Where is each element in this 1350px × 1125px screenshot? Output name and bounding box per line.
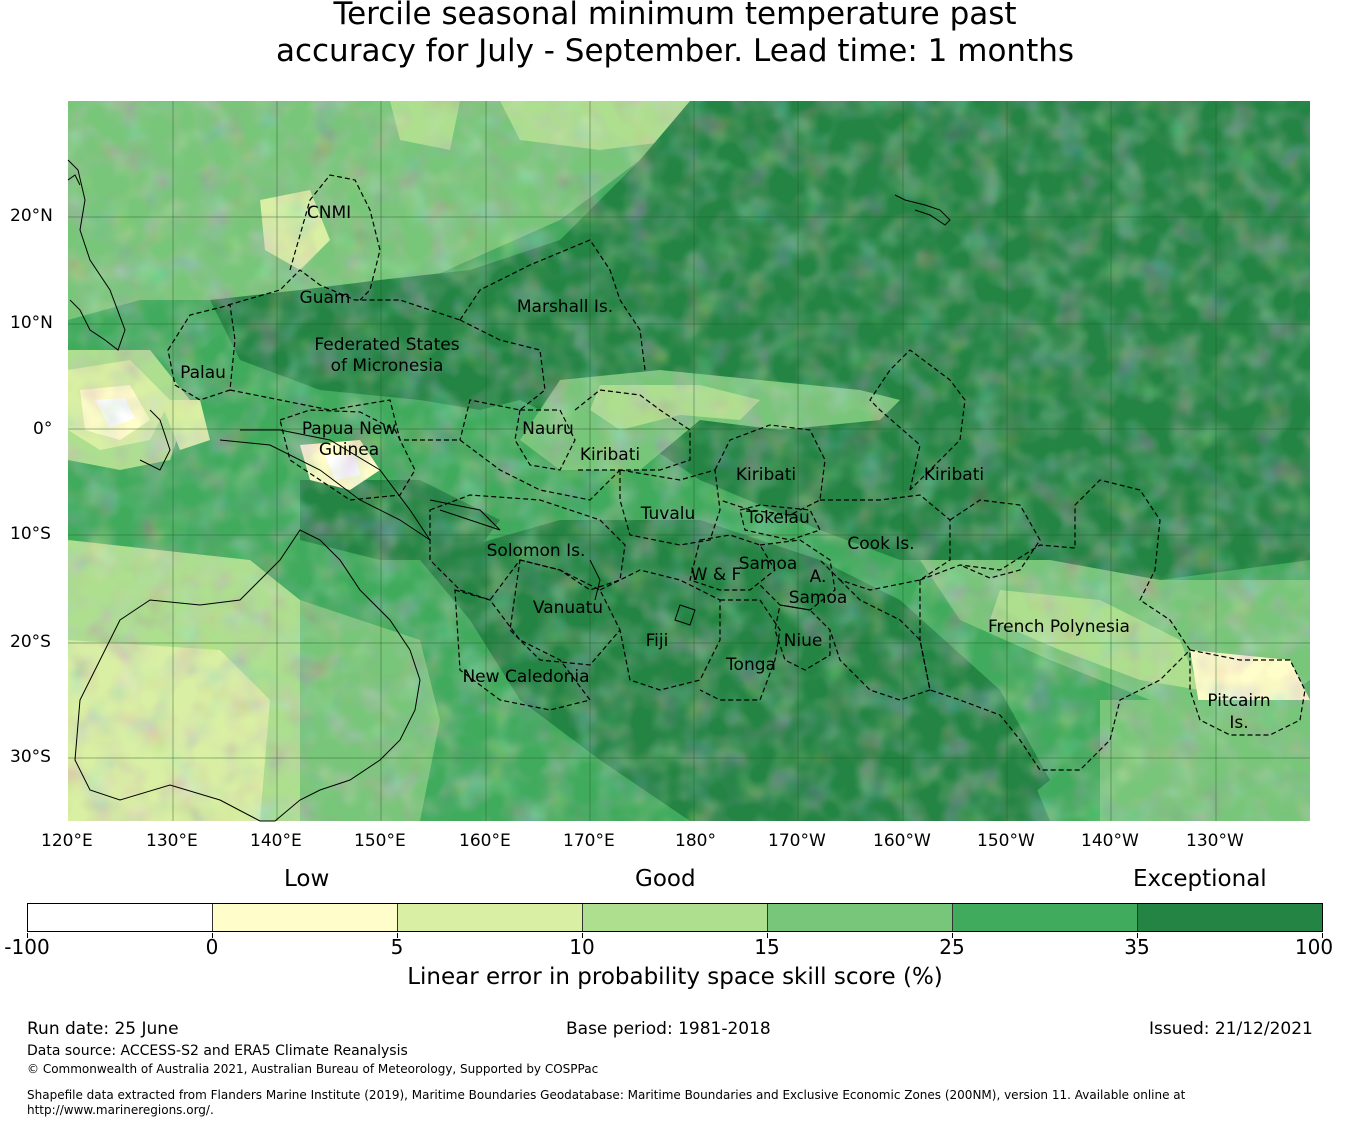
colorbar-tick-label: 5 (390, 935, 404, 959)
lon-label: 150°E (354, 831, 406, 851)
graticule (68, 101, 1310, 821)
colorbar-tick-label: 10 (569, 935, 595, 959)
shapefile-link: http://www.marineregions.org/. (27, 1103, 214, 1117)
lon-label: 170°E (563, 831, 615, 851)
colorbar (27, 903, 1323, 932)
lon-label: 180° (675, 831, 716, 851)
region-label: Is. (1229, 713, 1248, 733)
colorbar-tick (1322, 933, 1323, 938)
colorbar-segment (213, 904, 398, 931)
colorbar-segment (768, 904, 953, 931)
eez-boundaries (167, 174, 1306, 771)
region-labels: CNMI Guam Marshall Is. Federated States … (180, 203, 1271, 733)
region-label: A. (810, 567, 827, 587)
region-label: Tokelau (745, 508, 810, 528)
colorbar-tick (582, 933, 583, 938)
lat-label: 30°S (10, 747, 51, 767)
lat-label: 20°N (10, 206, 53, 226)
colorbar-label: Linear error in probability space skill … (407, 964, 943, 990)
lon-label: 130°W (1186, 831, 1244, 851)
lat-label: 10°S (10, 524, 51, 544)
colorbar-segment (1138, 904, 1322, 931)
lat-label: 20°S (10, 632, 51, 652)
colorbar-segment (583, 904, 768, 931)
category-exceptional: Exceptional (1133, 866, 1267, 892)
region-label: Tonga (725, 655, 776, 675)
region-label: Cook Is. (847, 534, 914, 554)
map-title-line-2: accuracy for July - September. Lead time… (275, 33, 1075, 69)
colorbar-segment (398, 904, 583, 931)
lon-label: 170°W (768, 831, 826, 851)
skill-field (68, 101, 1310, 821)
colorbar-tick (767, 933, 768, 938)
colorbar-tick-label: 25 (939, 935, 965, 959)
run-date: Run date: 25 June (27, 1019, 179, 1039)
colorbar-tick (212, 933, 213, 938)
region-label: CNMI (307, 203, 351, 223)
region-label: Solomon Is. (487, 541, 586, 561)
lon-label: 140°E (250, 831, 302, 851)
lat-label: 0° (33, 419, 53, 439)
colorbar-tick (952, 933, 953, 938)
region-label: W & F (691, 565, 742, 585)
region-label: Kiribati (924, 465, 984, 485)
category-low: Low (284, 866, 330, 892)
region-label: Tuvalu (640, 504, 696, 524)
colorbar-tick-label: 15 (754, 935, 780, 959)
colorbar-tick-label: -100 (4, 935, 50, 959)
colorbar-tick (397, 933, 398, 938)
shapefile-credit: Shapefile data extracted from Flanders M… (27, 1088, 1186, 1102)
data-source: Data source: ACCESS-S2 and ERA5 Climate … (27, 1043, 408, 1059)
region-label: Federated States (314, 335, 459, 355)
colorbar-segment (28, 904, 213, 931)
region-label: Guam (300, 288, 351, 308)
region-label: Papua New (302, 419, 396, 439)
colorbar-segment (953, 904, 1138, 931)
lon-label: 160°W (873, 831, 931, 851)
region-label: Vanuatu (533, 598, 603, 618)
region-label: Kiribati (736, 465, 796, 485)
copyright: © Commonwealth of Australia 2021, Austra… (27, 1062, 599, 1076)
region-label: Marshall Is. (517, 297, 613, 317)
lon-label: 140°W (1081, 831, 1139, 851)
base-period: Base period: 1981-2018 (566, 1019, 771, 1039)
colorbar-tick (1137, 933, 1138, 938)
region-label: Guinea (319, 440, 379, 460)
region-label: New Caledonia (462, 667, 589, 687)
region-label: of Micronesia (331, 356, 444, 376)
lon-label: 120°E (41, 831, 93, 851)
lat-label: 10°N (10, 313, 53, 333)
colorbar-tick-label: 0 (205, 935, 219, 959)
region-label: Fiji (646, 631, 669, 651)
colorbar-tick (27, 933, 28, 938)
colorbar-tick-label: 100 (1294, 935, 1334, 959)
region-label: Nauru (522, 419, 574, 439)
lon-label: 130°E (146, 831, 198, 851)
region-label: Niue (784, 631, 823, 651)
region-label: Kiribati (580, 445, 640, 465)
lon-label: 150°W (977, 831, 1035, 851)
region-label: French Polynesia (988, 617, 1130, 637)
lon-label: 160°E (459, 831, 511, 851)
region-label: Samoa (789, 588, 848, 608)
category-good: Good (635, 866, 696, 892)
region-label: Palau (180, 363, 226, 383)
region-label: Samoa (739, 554, 798, 574)
map-title-line-1: Tercile seasonal minimum temperature pas… (333, 0, 1017, 32)
issued-date: Issued: 21/12/2021 (1149, 1019, 1313, 1039)
skill-score-map: CNMI Guam Marshall Is. Federated States … (67, 101, 1310, 822)
colorbar-tick-label: 35 (1124, 935, 1150, 959)
region-label: Pitcairn (1207, 691, 1270, 711)
